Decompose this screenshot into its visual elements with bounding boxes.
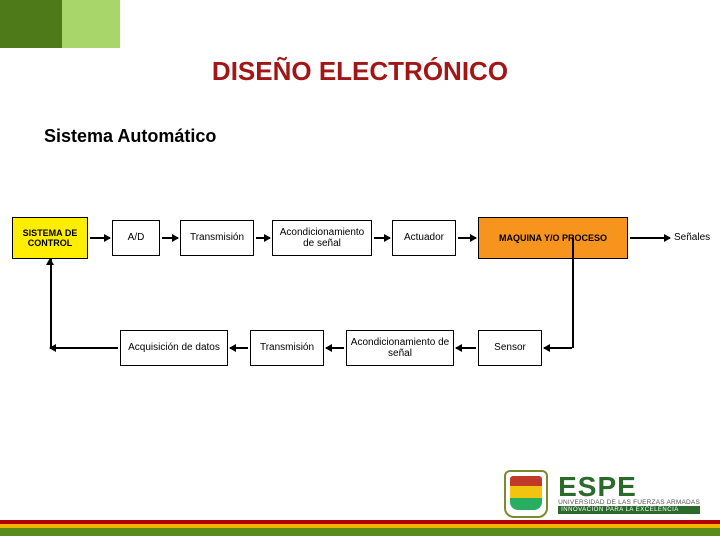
node-act: Actuador (392, 220, 456, 256)
node-acond2: Acondicionamiento de señal (346, 330, 454, 366)
node-acond1: Acondicionamiento de señal (272, 220, 372, 256)
footer-bar-green (0, 528, 720, 536)
crest-icon (504, 470, 548, 518)
brand-sub2: INNOVACIÓN PARA LA EXCELENCIA (558, 506, 700, 514)
band-light (62, 0, 120, 48)
node-ad: A/D (112, 220, 160, 256)
flow-diagram: SISTEMA DE CONTROL A/D Transmisión Acondici… (0, 190, 720, 390)
node-control: SISTEMA DE CONTROL (12, 217, 88, 259)
brand-text: ESPE (558, 474, 700, 499)
subtitle: Sistema Automático (44, 126, 216, 147)
node-acq: Acquisición de datos (120, 330, 228, 366)
brand-sub1: UNIVERSIDAD DE LAS FUERZAS ARMADAS (558, 499, 700, 506)
node-sensor: Sensor (478, 330, 542, 366)
connector (572, 238, 574, 348)
node-tx1: Transmisión (180, 220, 254, 256)
output-label: Señales (674, 232, 710, 243)
footer-logo: ESPE UNIVERSIDAD DE LAS FUERZAS ARMADAS … (504, 470, 700, 518)
arrow (46, 258, 54, 265)
band-dark (0, 0, 62, 48)
connector (50, 259, 52, 348)
node-tx2: Transmisión (250, 330, 324, 366)
node-maq: MAQUINA Y/O PROCESO (478, 217, 628, 259)
page-title: DISEÑO ELECTRÓNICO (0, 56, 720, 87)
